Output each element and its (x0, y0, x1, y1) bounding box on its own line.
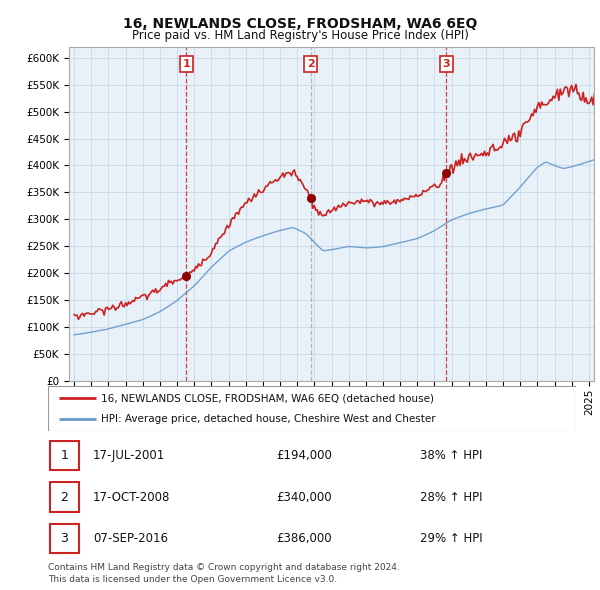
Text: Price paid vs. HM Land Registry's House Price Index (HPI): Price paid vs. HM Land Registry's House … (131, 30, 469, 42)
Text: 2: 2 (307, 59, 314, 69)
FancyBboxPatch shape (48, 386, 576, 431)
Text: HPI: Average price, detached house, Cheshire West and Chester: HPI: Average price, detached house, Ches… (101, 414, 436, 424)
Text: £194,000: £194,000 (276, 449, 332, 463)
Text: Contains HM Land Registry data © Crown copyright and database right 2024.: Contains HM Land Registry data © Crown c… (48, 563, 400, 572)
Text: 17-JUL-2001: 17-JUL-2001 (93, 449, 165, 463)
Text: 29% ↑ HPI: 29% ↑ HPI (420, 532, 482, 545)
Text: 17-OCT-2008: 17-OCT-2008 (93, 490, 170, 504)
Text: 07-SEP-2016: 07-SEP-2016 (93, 532, 168, 545)
Text: 1: 1 (182, 59, 190, 69)
FancyBboxPatch shape (50, 441, 79, 470)
Text: This data is licensed under the Open Government Licence v3.0.: This data is licensed under the Open Gov… (48, 575, 337, 584)
FancyBboxPatch shape (50, 483, 79, 512)
Text: 28% ↑ HPI: 28% ↑ HPI (420, 490, 482, 504)
FancyBboxPatch shape (50, 524, 79, 553)
Text: 2: 2 (61, 490, 68, 504)
Text: 16, NEWLANDS CLOSE, FRODSHAM, WA6 6EQ (detached house): 16, NEWLANDS CLOSE, FRODSHAM, WA6 6EQ (d… (101, 394, 434, 404)
Text: 16, NEWLANDS CLOSE, FRODSHAM, WA6 6EQ: 16, NEWLANDS CLOSE, FRODSHAM, WA6 6EQ (123, 17, 477, 31)
Text: 3: 3 (61, 532, 68, 545)
Text: £386,000: £386,000 (276, 532, 332, 545)
Text: 3: 3 (442, 59, 450, 69)
Text: 1: 1 (61, 449, 68, 463)
Text: 38% ↑ HPI: 38% ↑ HPI (420, 449, 482, 463)
Text: £340,000: £340,000 (276, 490, 332, 504)
